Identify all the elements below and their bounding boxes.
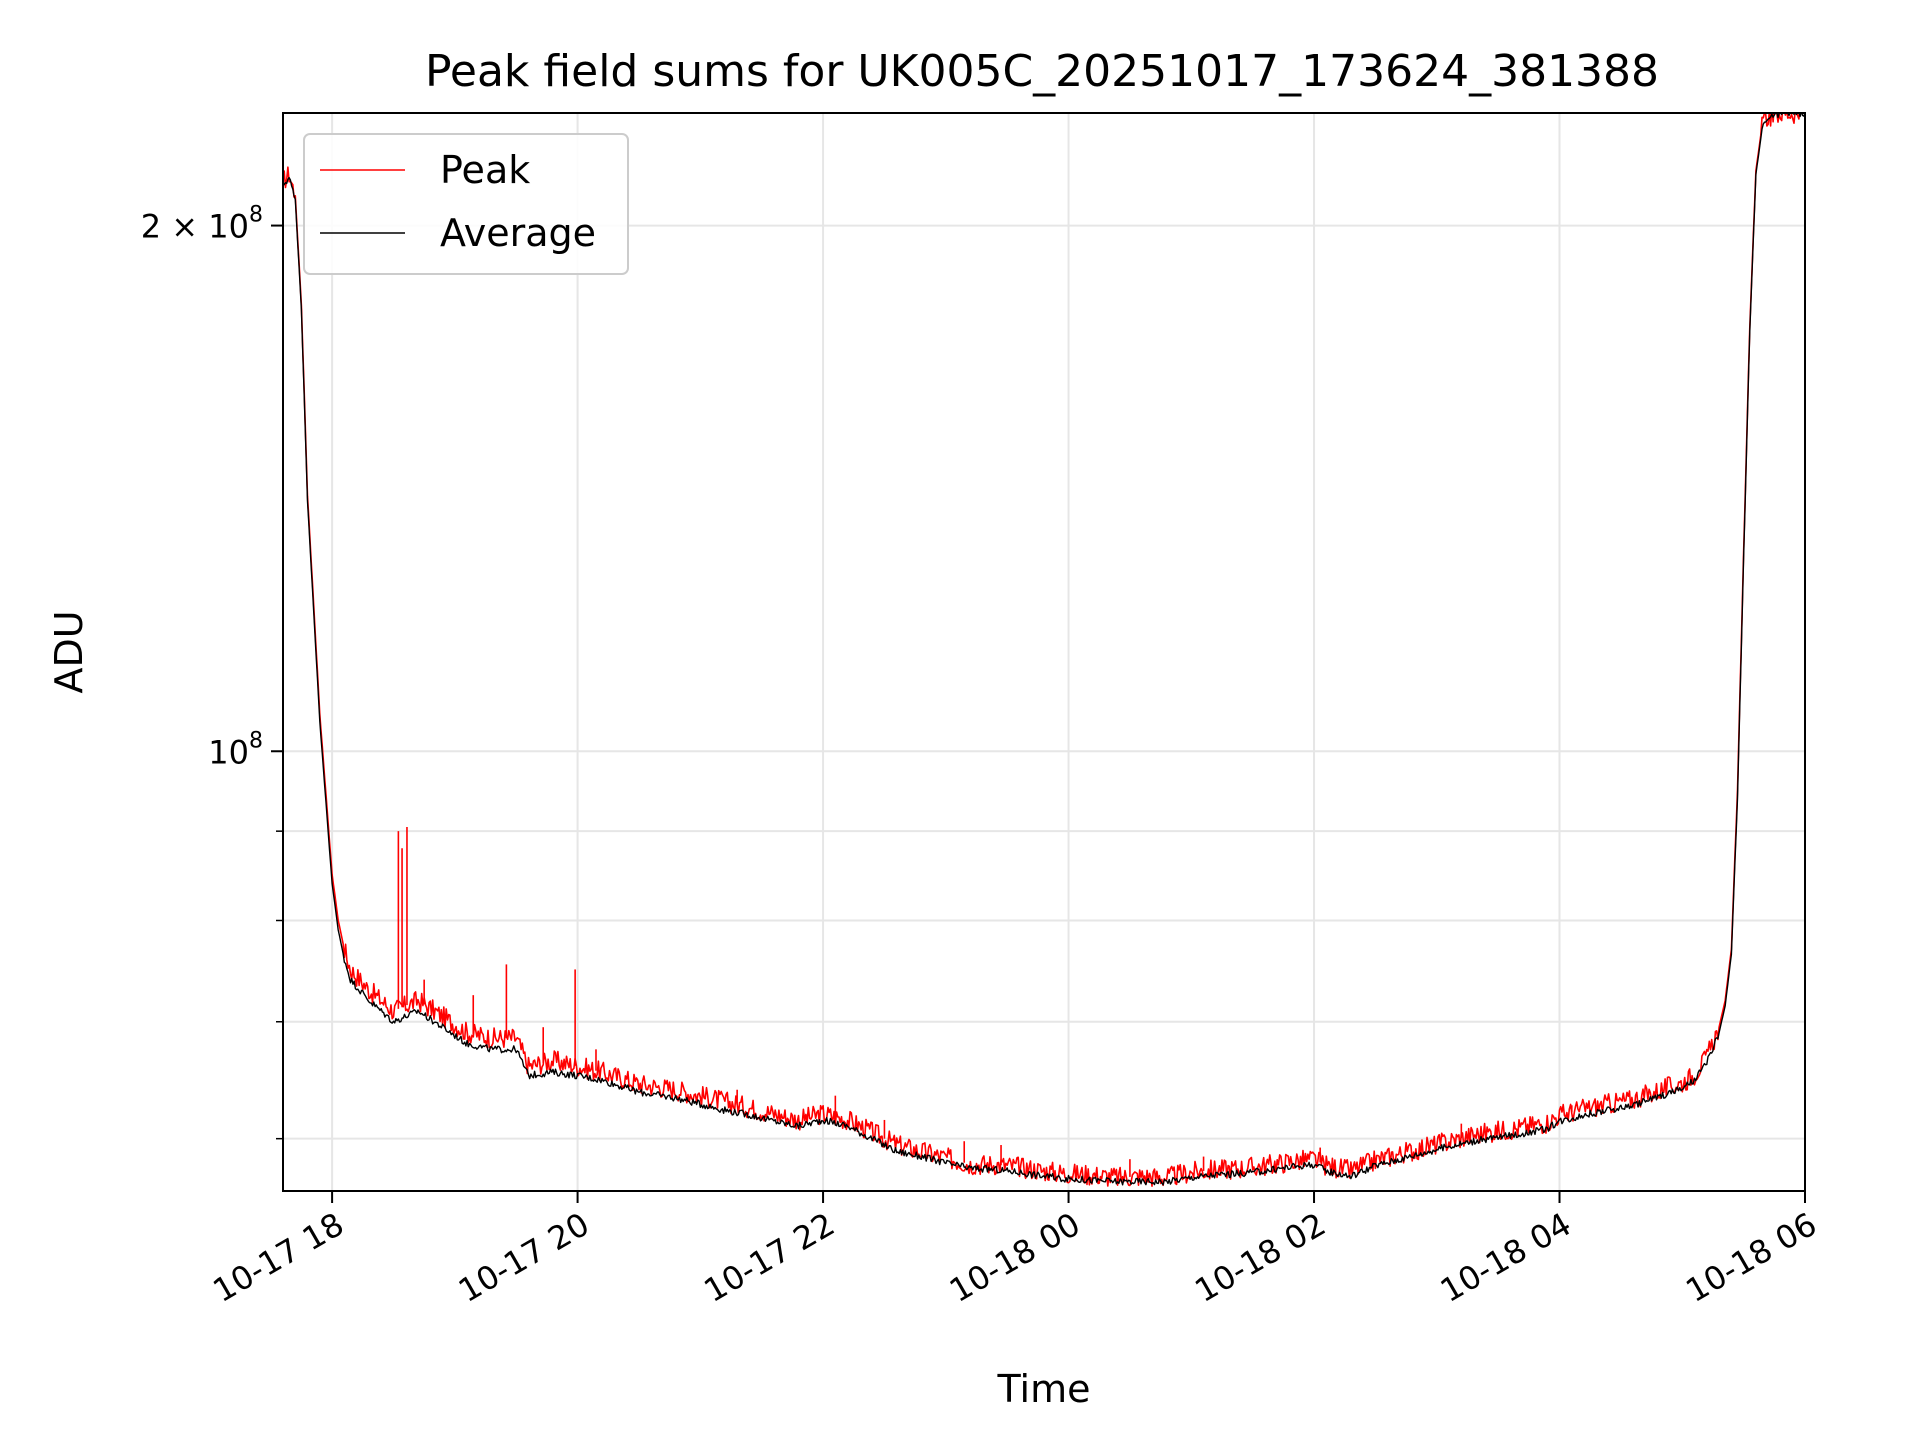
y-axis-label: ADU bbox=[47, 610, 91, 693]
legend-average-label: Average bbox=[440, 211, 596, 255]
legend-peak-label: Peak bbox=[440, 148, 530, 192]
y-tick-exponent: 8 bbox=[249, 728, 263, 753]
plot-frame bbox=[282, 112, 1806, 1192]
chart-title: Peak field sums for UK005C_20251017_1736… bbox=[425, 46, 1659, 97]
legend: Peak Average bbox=[303, 133, 629, 275]
y-tick-exponent: 8 bbox=[249, 203, 263, 228]
y-tick-coefficient: 2 × 10 bbox=[141, 208, 249, 246]
grid-lines bbox=[283, 113, 1806, 1191]
plot-lines bbox=[283, 113, 1805, 1187]
series-line-average bbox=[283, 113, 1805, 1186]
y-tick-label: 2 × 108 bbox=[141, 203, 263, 246]
x-axis-label: Time bbox=[997, 1367, 1091, 1411]
y-tick-label: 108 bbox=[208, 728, 263, 771]
legend-box bbox=[303, 133, 629, 275]
y-tick-coefficient: 10 bbox=[208, 733, 249, 771]
